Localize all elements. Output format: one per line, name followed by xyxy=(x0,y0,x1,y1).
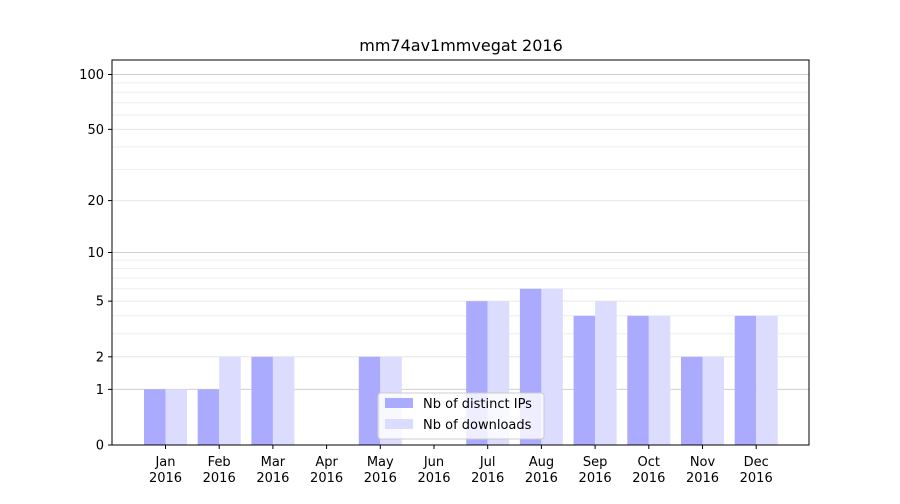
legend-swatch-distinct-ips xyxy=(385,398,413,408)
bar-distinct-ips xyxy=(197,389,220,445)
chart-title: mm74av1mmvegat 2016 xyxy=(359,36,563,55)
legend-box xyxy=(377,392,545,440)
x-tick-label: Aug 2016 xyxy=(525,455,558,486)
bar-distinct-ips xyxy=(627,315,649,445)
bar-distinct-ips xyxy=(681,356,703,445)
bar-distinct-ips xyxy=(573,315,596,445)
x-tick-label: Mar 2016 xyxy=(256,455,289,486)
x-tick-label: May 2016 xyxy=(364,455,397,486)
bar-downloads xyxy=(219,356,241,445)
y-axis: 0 1 2 5 10 20 50 100 xyxy=(79,68,112,454)
bar-downloads xyxy=(272,356,295,445)
y-tick-label: 10 xyxy=(87,246,104,261)
bar-distinct-ips xyxy=(251,356,273,445)
x-tick-label: Oct 2016 xyxy=(632,455,665,486)
bar-downloads xyxy=(648,315,671,445)
x-tick-label: Sep 2016 xyxy=(579,455,612,486)
legend-label-distinct-ips: Nb of distinct IPs xyxy=(423,397,532,412)
y-tick-label: 2 xyxy=(96,350,104,365)
x-tick-label: Jan 2016 xyxy=(149,455,182,486)
x-tick-label: Apr 2016 xyxy=(310,455,343,486)
bar-distinct-ips xyxy=(358,356,381,445)
x-tick-label: Jul 2016 xyxy=(471,455,504,486)
x-tick-label: Dec 2016 xyxy=(740,455,773,486)
bar-distinct-ips xyxy=(144,389,166,445)
y-tick-label: 1 xyxy=(96,383,104,398)
bar-downloads xyxy=(541,288,563,445)
y-tick-label: 5 xyxy=(96,295,104,310)
bar-downloads xyxy=(165,389,187,445)
y-tick-label: 50 xyxy=(87,123,104,138)
bar-downloads xyxy=(595,301,617,445)
x-tick-label: Nov 2016 xyxy=(686,455,719,486)
legend-label-downloads: Nb of downloads xyxy=(423,418,532,433)
y-tick-label: 100 xyxy=(79,68,104,83)
x-axis: Jan 2016 Feb 2016 Mar 2016 Apr 2016 May 2016 Jun 20… xyxy=(149,445,773,486)
legend: Nb of distinct IPs Nb of downloads xyxy=(377,392,545,440)
bar-distinct-ips xyxy=(734,315,757,445)
legend-swatch-downloads xyxy=(385,419,413,429)
grid-layer xyxy=(112,74,809,390)
x-tick-label: Feb 2016 xyxy=(203,455,236,486)
y-tick-label: 0 xyxy=(96,439,104,454)
y-tick-label: 20 xyxy=(87,194,104,209)
bar-downloads xyxy=(702,356,724,445)
bar-downloads xyxy=(756,315,778,445)
x-tick-label: Jun 2016 xyxy=(417,455,450,486)
